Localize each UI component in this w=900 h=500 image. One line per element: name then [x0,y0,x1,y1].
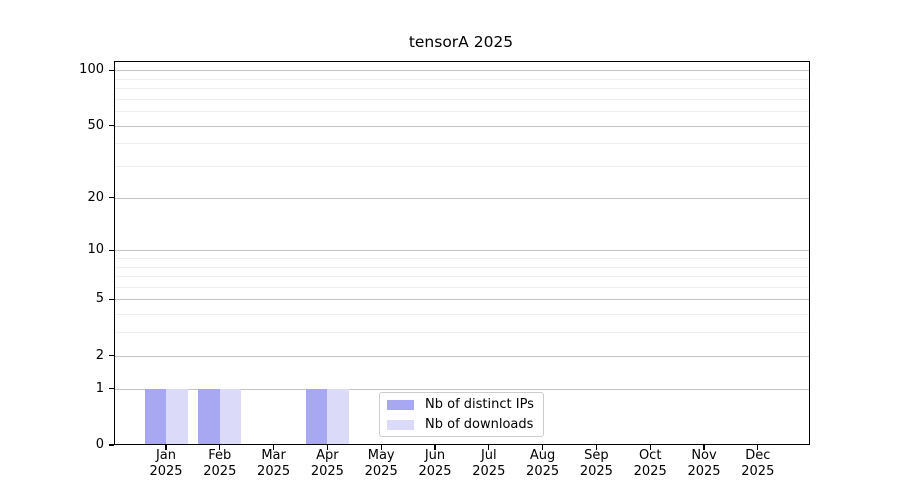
y-tick-mark [109,298,114,301]
x-tick-label: Sep 2025 [579,448,613,479]
gridline-major [113,197,810,199]
gridline-minor [113,98,810,100]
y-tick-label: 2 [95,347,104,363]
bar-downloads [166,388,188,445]
plot-border [113,61,810,445]
gridline-minor [113,111,810,113]
y-tick-mark [109,388,114,390]
x-tick-mark [326,445,328,450]
gridline-minor [113,143,810,145]
bar-distinct-ips [198,388,220,445]
gridline-major [113,70,810,72]
gridline-major [113,250,810,252]
x-tick-label: Jan 2025 [149,448,183,479]
y-tick-label: 50 [87,117,104,133]
x-tick-label: Oct 2025 [633,448,667,479]
legend: Nb of distinct IPs Nb of downloads [379,392,544,437]
x-tick-label: Aug 2025 [526,448,560,479]
x-tick-mark [219,445,221,450]
gridline-minor [113,276,810,278]
legend-swatch-distinct-ips [387,399,414,410]
x-tick-mark [273,445,275,450]
x-tick-label: Feb 2025 [203,448,237,479]
x-tick-mark [488,445,490,450]
gridline-major [113,299,810,301]
legend-label: Nb of distinct IPs [425,397,534,412]
gridline-minor [113,78,810,80]
y-tick-label: 5 [95,291,104,307]
x-tick-label: Nov 2025 [687,448,721,479]
legend-label: Nb of downloads [425,417,534,432]
gridline-minor [113,257,810,259]
y-tick-mark [109,444,114,446]
y-tick-label: 1 [95,380,104,396]
legend-item-downloads: Nb of downloads [387,416,537,433]
bar-distinct-ips [144,388,166,445]
gridline-minor [113,332,810,334]
x-tick-mark [649,445,651,450]
gridline-minor [113,266,810,268]
x-tick-mark [165,445,167,450]
y-tick-label: 100 [79,62,104,78]
gridline-minor [113,286,810,288]
gridline-minor [113,166,810,168]
chart-title: tensorA 2025 [408,33,514,51]
x-tick-label: Jul 2025 [472,448,506,479]
x-tick-label: Jun 2025 [418,448,452,479]
bar-distinct-ips [305,388,328,445]
legend-item-distinct-ips: Nb of distinct IPs [387,396,537,413]
x-tick-label: Mar 2025 [257,448,291,479]
x-tick-mark [703,445,705,450]
y-tick-mark [109,249,114,251]
x-tick-mark [380,445,382,450]
x-tick-mark [434,445,436,450]
y-tick-mark [109,125,114,127]
y-tick-label: 20 [87,189,104,205]
x-tick-label: Apr 2025 [310,448,344,479]
y-tick-mark [109,197,114,199]
y-tick-label: 10 [87,242,104,258]
x-tick-mark [757,445,759,450]
gridline-major [113,355,810,357]
bar-downloads [219,388,242,445]
x-tick-label: Dec 2025 [741,448,775,479]
x-tick-mark [595,445,597,450]
y-tick-mark [109,355,114,357]
bar-downloads [327,388,349,445]
x-tick-mark [542,445,544,450]
plot-area [113,61,810,445]
y-tick-mark [109,69,114,71]
y-tick-label: 0 [95,437,104,452]
gridline-minor [113,314,810,316]
gridline-minor [113,88,810,90]
gridline-major [113,388,810,390]
legend-swatch-downloads [387,419,414,430]
x-tick-label: May 2025 [364,448,398,479]
gridline-major [113,125,810,127]
